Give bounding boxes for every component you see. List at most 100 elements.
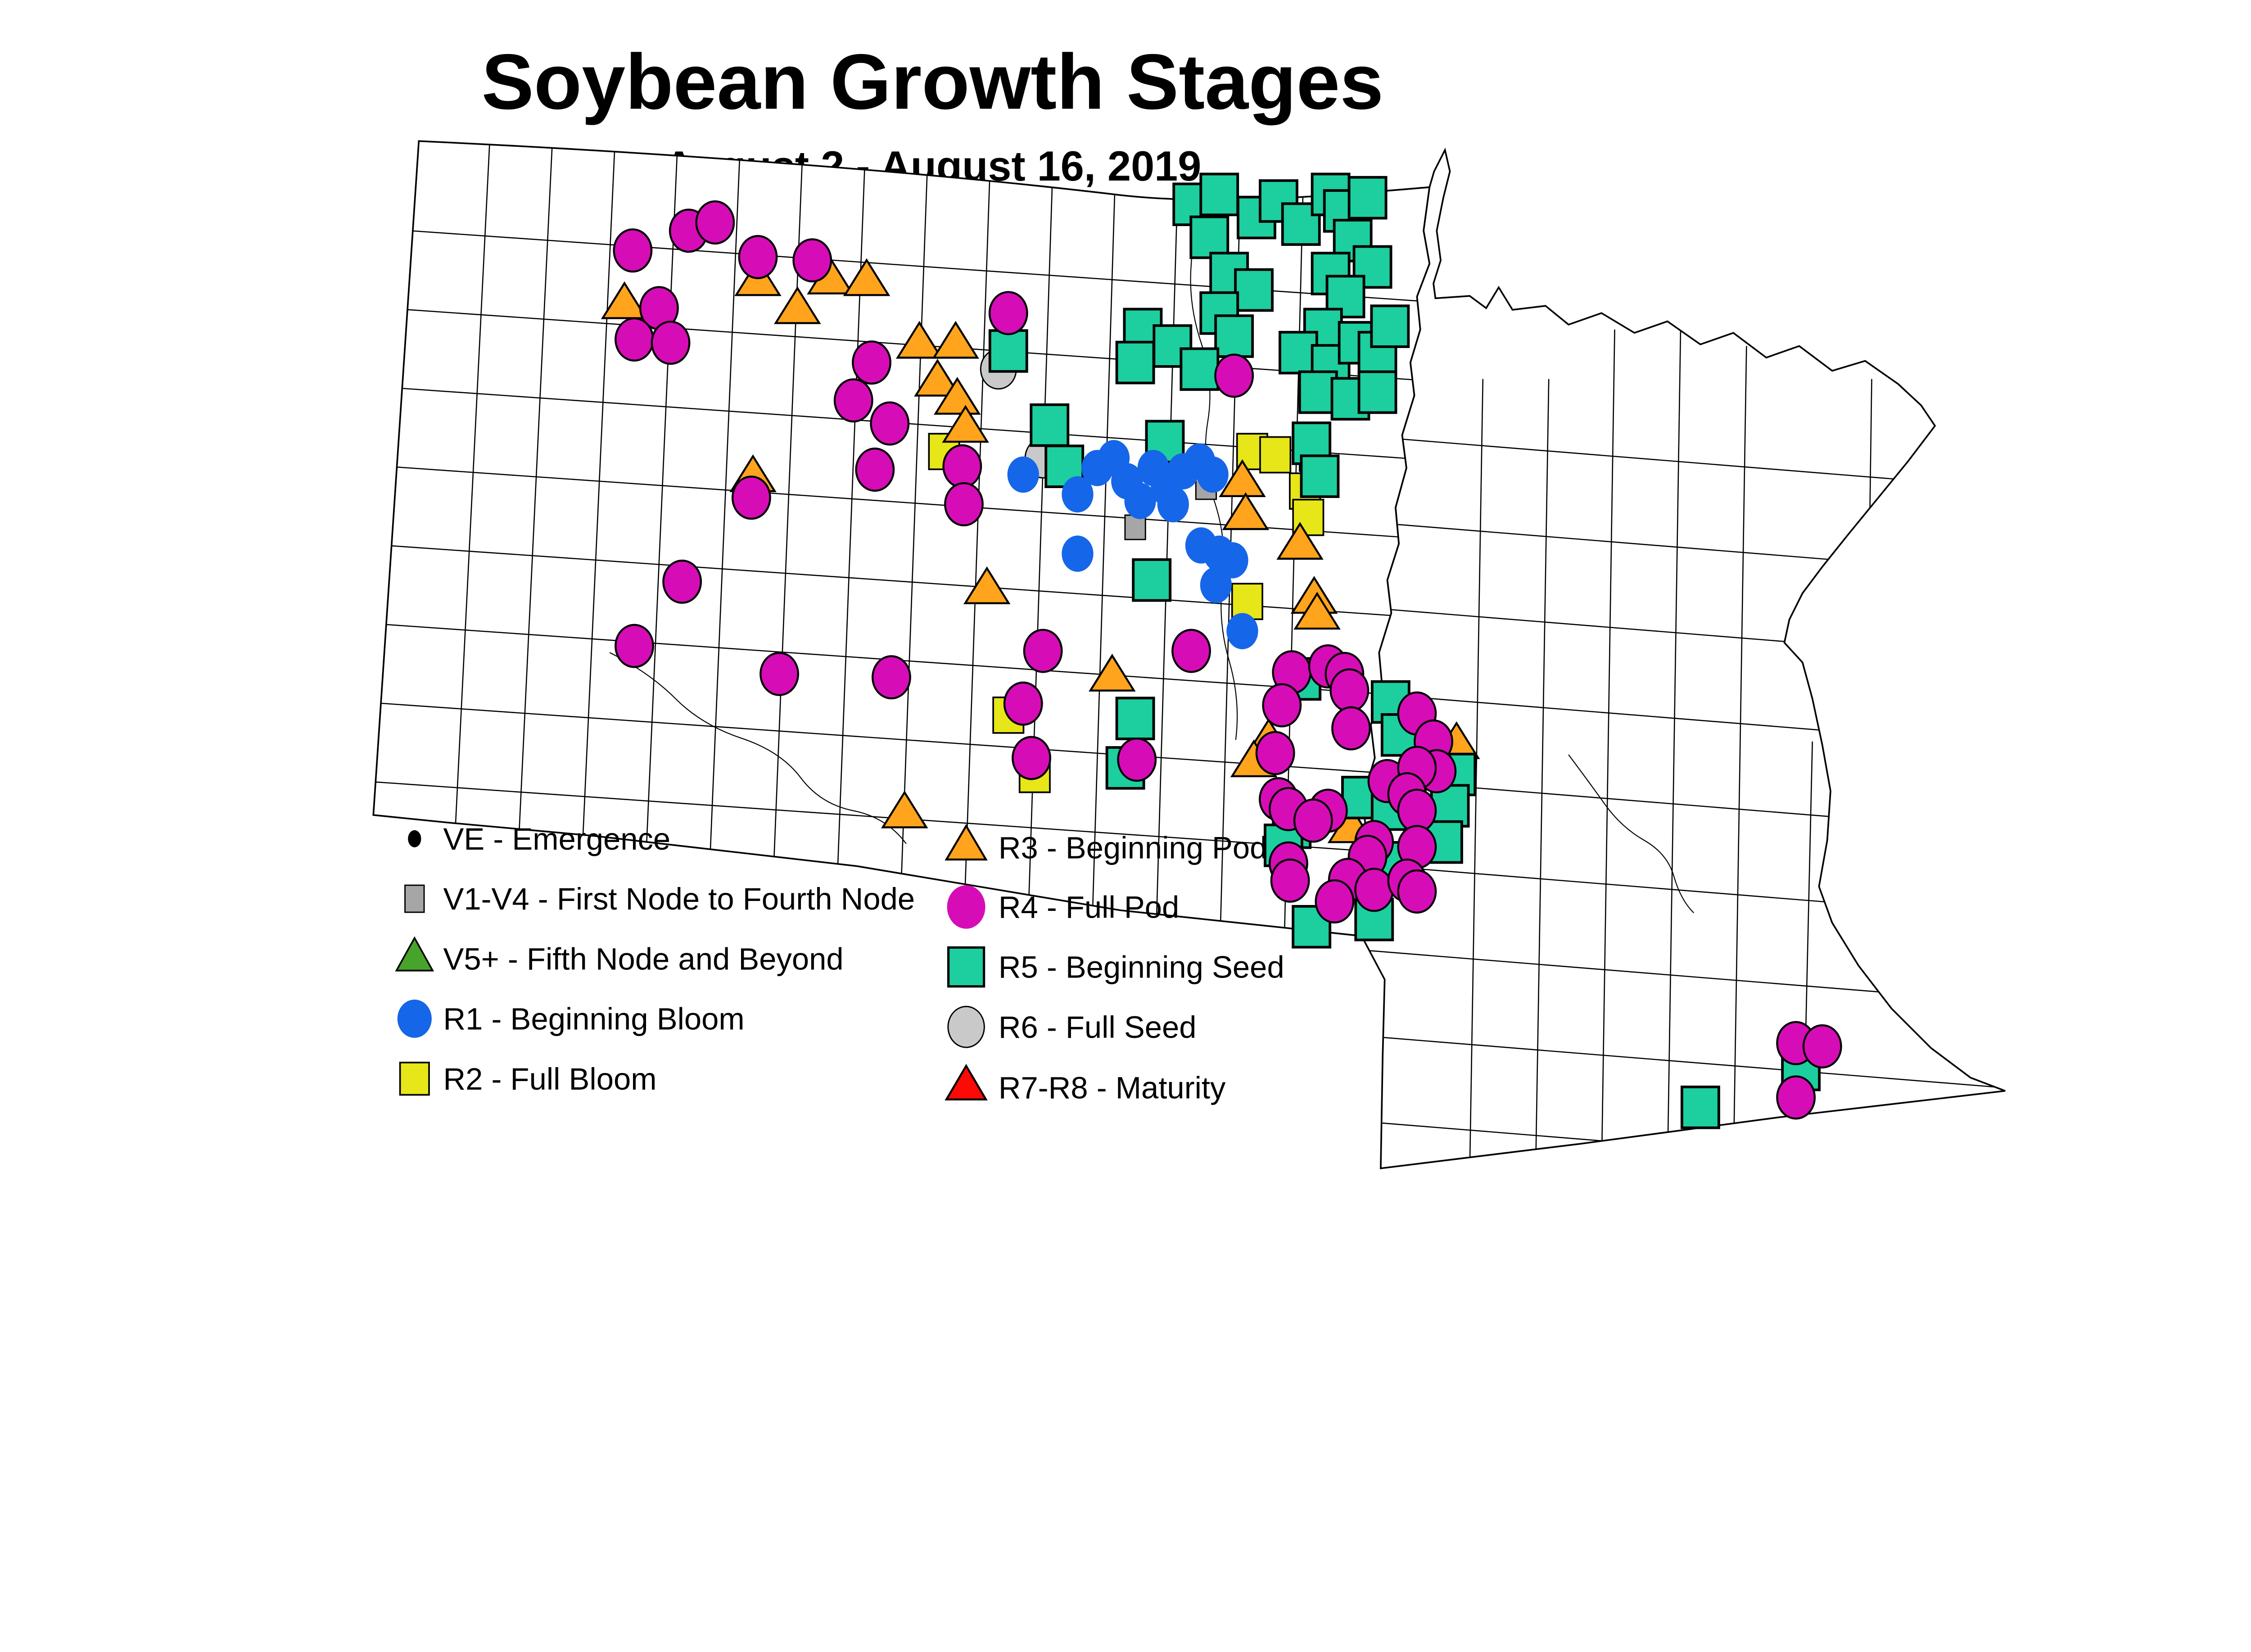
marker-r3: [1089, 653, 1136, 692]
minnesota-river: [1568, 754, 1695, 914]
legend-label-r3: R3 - Beginning Pod: [999, 831, 1267, 865]
marker-r3: [1222, 492, 1270, 530]
marker-r4: [651, 321, 691, 365]
legend-label-ve: VE - Emergence: [443, 822, 670, 856]
marker-r4: [615, 317, 654, 362]
page-title: Soybean Growth Stages: [482, 38, 1384, 126]
marker-r1: [1200, 566, 1232, 603]
marker-r5: [1199, 172, 1239, 217]
r1-circle-icon: [397, 1000, 432, 1038]
legend-row-r4: R4 - Full Pod: [947, 885, 1179, 929]
marker-r5: [1300, 454, 1340, 498]
r3-triangle-icon: [945, 824, 988, 861]
marker-r4: [1023, 629, 1063, 673]
marker-r5: [1357, 370, 1397, 414]
legend-label-r6: R6 - Full Seed: [999, 1010, 1197, 1045]
legend-label-r1: R1 - Beginning Bloom: [443, 1002, 744, 1036]
marker-r4: [852, 340, 891, 385]
marker-r3: [601, 281, 648, 319]
r4-circle-icon: [947, 885, 985, 929]
marker-r1: [1197, 456, 1229, 493]
marker-r3: [895, 321, 943, 359]
marker-r5: [1044, 444, 1085, 489]
marker-r2: [1259, 436, 1292, 474]
ve-dot-icon: [408, 830, 421, 847]
marker-r4: [1214, 353, 1254, 398]
growth-stage-marker-layer: [601, 172, 1842, 1129]
marker-r5: [1180, 347, 1220, 391]
marker-r4: [695, 200, 735, 245]
marker-r4: [942, 444, 982, 489]
v1v4-square-icon: [404, 884, 425, 913]
marker-r5: [1281, 202, 1321, 246]
marker-r1: [1157, 486, 1189, 523]
legend-row-r5: R5 - Beginning Seed: [947, 946, 1284, 988]
marker-r5: [1030, 403, 1070, 447]
marker-r5: [1278, 330, 1318, 375]
marker-r3: [881, 790, 928, 828]
marker-r2: [1231, 583, 1263, 620]
marker-r4: [615, 624, 654, 668]
marker-r4: [1802, 1024, 1842, 1069]
marker-v1v4: [1124, 514, 1146, 540]
marker-r4: [1293, 798, 1333, 843]
legend-label-r2: R2 - Full Bloom: [443, 1062, 656, 1096]
marker-r4: [792, 238, 832, 283]
r7r8-triangle-icon: [945, 1064, 988, 1101]
marker-r1: [1226, 613, 1258, 649]
marker-r4: [870, 401, 910, 446]
marker-r3: [942, 405, 989, 443]
marker-r4: [738, 235, 778, 279]
legend-label-v1v4: V1-V4 - First Node to Fourth Node: [443, 882, 915, 916]
marker-r1: [1216, 542, 1248, 579]
legend-row-v5: V5+ - Fifth Node and Beyond: [395, 936, 844, 976]
legend-row-r1: R1 - Beginning Bloom: [397, 1000, 745, 1038]
marker-r4: [944, 482, 984, 526]
marker-r5: [1189, 215, 1229, 259]
legend-column-left: VE - Emergence V1-V4 - First Node to Fou…: [395, 822, 915, 1096]
marker-r3: [934, 377, 981, 415]
map-canvas: Soybean Growth Stages August 2 - August …: [372, 37, 2006, 1169]
legend: VE - Emergence V1-V4 - First Node to Fou…: [395, 822, 1284, 1105]
marker-r4: [1270, 858, 1310, 903]
marker-r4: [1171, 629, 1211, 673]
marker-r3: [963, 566, 1011, 604]
marker-r5: [1347, 176, 1388, 220]
r5-square-icon: [947, 946, 985, 988]
r6-circle-icon: [947, 1005, 985, 1048]
marker-r3: [843, 258, 890, 296]
legend-row-v1v4: V1-V4 - First Node to Fourth Node: [404, 882, 915, 916]
marker-r4: [1003, 681, 1043, 726]
marker-r4: [1329, 668, 1370, 713]
legend-label-r7r8: R7-R8 - Maturity: [999, 1071, 1226, 1105]
marker-r4: [1354, 868, 1394, 912]
marker-r5: [1234, 268, 1274, 312]
marker-r4: [1117, 738, 1157, 782]
marker-r4: [662, 559, 702, 604]
marker-r3: [932, 321, 979, 359]
marker-r5: [1325, 275, 1365, 319]
marker-r3: [774, 286, 821, 324]
marker-r4: [988, 291, 1028, 335]
legend-row-r3: R3 - Beginning Pod: [945, 824, 1267, 865]
marker-r4: [613, 228, 653, 273]
marker-r4: [1331, 706, 1371, 751]
soybean-growth-stages-map-page: Soybean Growth Stages August 2 - August …: [372, 37, 2006, 1169]
marker-r5: [1370, 304, 1410, 348]
marker-r4: [1255, 731, 1295, 775]
marker-r4: [855, 447, 895, 492]
legend-row-r6: R6 - Full Seed: [947, 1005, 1197, 1048]
marker-r5: [1115, 340, 1155, 385]
legend-row-r2: R2 - Full Bloom: [399, 1062, 657, 1096]
legend-row-r7r8: R7-R8 - Maturity: [945, 1064, 1226, 1105]
marker-r4: [833, 378, 873, 423]
legend-label-v5: V5+ - Fifth Node and Beyond: [443, 941, 843, 976]
legend-label-r4: R4 - Full Pod: [999, 890, 1179, 924]
v5-triangle-icon: [395, 936, 434, 972]
marker-r5: [1115, 697, 1155, 740]
legend-column-right: R3 - Beginning Pod R4 - Full Pod R5 - Be…: [945, 824, 1284, 1105]
marker-r1: [1124, 483, 1156, 519]
marker-r1: [1062, 535, 1094, 572]
marker-r4: [1397, 869, 1437, 914]
marker-r4: [759, 652, 799, 696]
